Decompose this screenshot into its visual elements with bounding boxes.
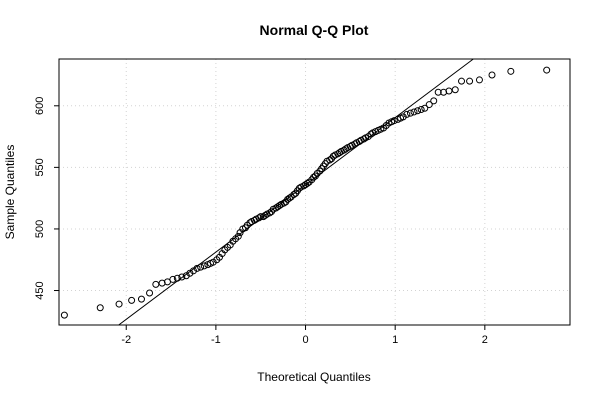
data-point-38 (255, 214, 263, 222)
y-tick-label-3: 600 (34, 97, 46, 115)
data-point-3 (128, 296, 136, 304)
data-point-118 (466, 77, 474, 85)
y-tick-label-0: 450 (34, 281, 46, 299)
plot-frame (58, 58, 571, 326)
data-point-122 (543, 66, 551, 74)
data-point-109 (417, 105, 425, 113)
data-point-2 (115, 300, 123, 308)
x-tick-label-0: -2 (121, 334, 131, 346)
chart-title: Normal Q-Q Plot (260, 22, 369, 38)
x-axis-label: Theoretical Quantiles (257, 370, 370, 384)
x-tick-label-3: 1 (392, 334, 398, 346)
data-point-116 (451, 86, 459, 94)
data-point-39 (257, 213, 265, 221)
data-point-73 (326, 156, 334, 164)
x-tick-label-2: 0 (302, 334, 308, 346)
data-point-10 (173, 274, 181, 282)
data-point-50 (280, 199, 288, 207)
x-tick-label-4: 2 (482, 334, 488, 346)
data-point-62 (303, 179, 311, 187)
data-point-11 (178, 273, 186, 281)
data-point-115 (445, 87, 453, 95)
data-point-121 (507, 67, 515, 75)
data-point-29 (234, 232, 242, 240)
data-point-101 (390, 117, 398, 125)
data-point-107 (410, 108, 418, 116)
data-point-0 (60, 311, 68, 319)
data-point-17 (200, 262, 208, 270)
data-point-112 (430, 97, 438, 105)
x-tick-label-1: -1 (211, 334, 221, 346)
data-point-105 (403, 110, 411, 118)
data-point-9 (169, 275, 177, 283)
y-axis-label: Sample Quantiles (3, 145, 17, 240)
data-point-120 (488, 71, 496, 79)
data-point-5 (146, 289, 154, 297)
data-point-6 (152, 280, 160, 288)
data-point-111 (425, 101, 433, 109)
data-point-117 (458, 77, 466, 85)
data-point-53 (285, 194, 293, 202)
data-point-16 (197, 263, 205, 271)
data-point-119 (475, 76, 483, 84)
data-point-65 (310, 173, 318, 181)
data-point-15 (193, 264, 201, 272)
data-point-106 (406, 109, 414, 117)
data-point-43 (266, 209, 274, 217)
data-point-110 (421, 104, 429, 112)
grid-lines (59, 59, 570, 325)
y-tick-label-2: 550 (34, 158, 46, 176)
data-point-113 (434, 88, 442, 96)
y-tick-label-1: 500 (34, 220, 46, 238)
data-point-55 (290, 190, 298, 198)
data-point-4 (137, 295, 145, 303)
data-points (60, 66, 551, 319)
axis-ticks: -2 -1 0 1 2 450 500 550 600 (34, 97, 488, 346)
data-point-108 (414, 107, 422, 115)
data-point-1 (96, 304, 104, 312)
